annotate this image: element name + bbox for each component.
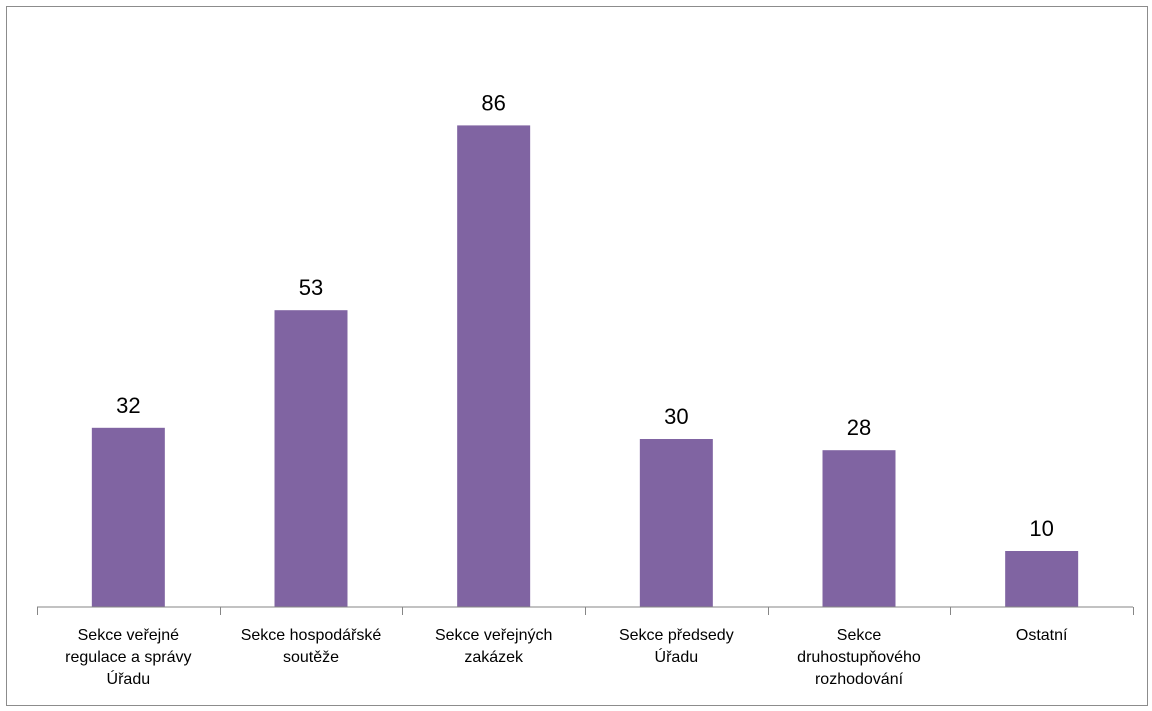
bar <box>457 125 531 608</box>
chart-frame <box>6 6 1148 706</box>
data-label: 10 <box>1029 516 1053 541</box>
x-axis <box>37 606 1134 615</box>
bar <box>822 450 896 607</box>
category-label: Sekce hospodářské soutěže <box>241 627 382 666</box>
category-label-line: rozhodování <box>815 671 904 688</box>
bar <box>91 427 165 607</box>
category-label: Sekce druhostupňového rozhodování <box>797 627 921 688</box>
data-labels-layer: 32 53 86 30 28 10 <box>116 90 1054 541</box>
bar <box>274 310 348 607</box>
category-label: Ostatní <box>1016 627 1068 644</box>
category-label: Sekce veřejné regulace a správy Úřadu <box>65 627 191 688</box>
category-labels-layer: Sekce veřejné regulace a správy ÚřaduSekce… <box>65 627 1068 688</box>
data-label: 53 <box>299 275 323 300</box>
data-label: 30 <box>664 404 688 429</box>
category-label-line: Sekce veřejných <box>435 627 552 644</box>
category-label: Sekce předsedy Úřadu <box>619 627 734 666</box>
category-label-line: Sekce <box>837 627 882 644</box>
data-label: 32 <box>116 393 140 418</box>
bar <box>639 439 713 607</box>
category-label-line: Sekce veřejné <box>78 627 179 644</box>
data-label: 86 <box>481 90 505 115</box>
category-label-line: soutěže <box>283 649 339 666</box>
bar <box>1005 551 1079 607</box>
category-label-line: Ostatní <box>1016 627 1068 644</box>
category-label-line: zakázek <box>464 649 524 666</box>
category-label-line: Sekce předsedy <box>619 627 734 644</box>
category-label-line: Úřadu <box>107 669 151 688</box>
category-label: Sekce veřejných zakázek <box>435 627 552 666</box>
category-label-line: regulace a správy <box>65 649 191 666</box>
category-label-line: druhostupňového <box>797 649 921 666</box>
category-label-line: Úřadu <box>655 647 699 666</box>
bars-layer <box>91 125 1079 608</box>
category-label-line: Sekce hospodářské <box>241 627 382 644</box>
data-label: 28 <box>847 415 871 440</box>
